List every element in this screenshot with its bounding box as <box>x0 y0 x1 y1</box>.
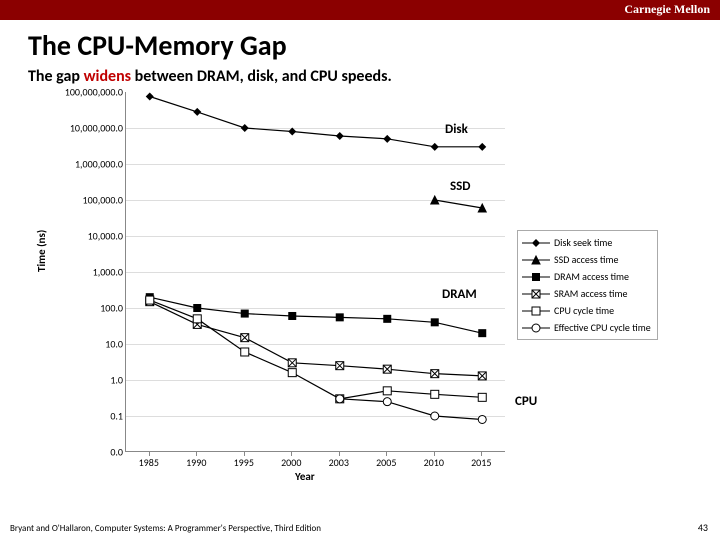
x-tick-label: 2000 <box>281 456 301 469</box>
legend-label: CPU cycle time <box>554 304 614 317</box>
chart-annotation: DRAM <box>442 287 477 302</box>
subtitle-pre: The gap <box>28 67 84 86</box>
chart-container: Time (ns) Year 0.00.11.010.0100.01,000.0… <box>55 92 685 487</box>
x-tick-label: 1995 <box>234 456 254 469</box>
page-number: 43 <box>698 521 708 534</box>
subtitle-emphasis: widens <box>84 67 131 86</box>
legend-item: CPU cycle time <box>522 302 651 319</box>
subtitle-post: between DRAM, disk, and CPU speeds. <box>131 67 392 86</box>
legend-label: SRAM access time <box>554 287 627 300</box>
slide-title: The CPU-Memory Gap <box>28 28 720 63</box>
legend-item: DRAM access time <box>522 268 651 285</box>
chart-annotation: Disk <box>445 122 468 137</box>
x-tick-label: 2003 <box>329 456 349 469</box>
legend-item: SSD access time <box>522 251 651 268</box>
y-tick-label: 100.0 <box>100 302 123 315</box>
x-tick-label: 2005 <box>376 456 396 469</box>
legend-label: Disk seek time <box>554 236 612 249</box>
footer-citation: Bryant and O'Hallaron, Computer Systems:… <box>10 523 321 534</box>
y-tick-label: 100,000,000.0 <box>65 86 123 99</box>
legend-label: Effective CPU cycle time <box>554 321 651 334</box>
chart-annotation: CPU <box>515 394 537 409</box>
brand-text: Carnegie Mellon <box>624 2 710 17</box>
y-tick-label: 1,000.0 <box>93 266 123 279</box>
y-axis-label: Time (ns) <box>35 230 48 272</box>
x-axis-label: Year <box>295 470 315 483</box>
legend: Disk seek time SSD access time DRAM access… <box>517 230 658 340</box>
legend-label: SSD access time <box>554 253 618 266</box>
legend-item: SRAM access time <box>522 285 651 302</box>
slide-subtitle: The gap widens between DRAM, disk, and C… <box>28 67 720 86</box>
legend-item: Disk seek time <box>522 234 651 251</box>
y-tick-label: 0.1 <box>110 410 123 423</box>
x-tick-label: 2015 <box>471 456 491 469</box>
y-tick-label: 1,000,000.0 <box>75 158 123 171</box>
y-tick-label: 10,000,000.0 <box>70 122 123 135</box>
y-tick-label: 10.0 <box>105 338 123 351</box>
x-tick-label: 1985 <box>139 456 159 469</box>
y-tick-label: 10,000.0 <box>88 230 123 243</box>
x-tick-label: 1990 <box>186 456 206 469</box>
y-tick-label: 1.0 <box>110 374 123 387</box>
y-tick-label: 100,000.0 <box>83 194 124 207</box>
chart-annotation: SSD <box>450 179 470 194</box>
header-bar: Carnegie Mellon <box>0 0 720 20</box>
plot-area <box>125 92 505 452</box>
legend-label: DRAM access time <box>554 270 629 283</box>
y-tick-label: 0.0 <box>110 446 123 459</box>
legend-item: Effective CPU cycle time <box>522 319 651 336</box>
x-tick-label: 2010 <box>424 456 444 469</box>
